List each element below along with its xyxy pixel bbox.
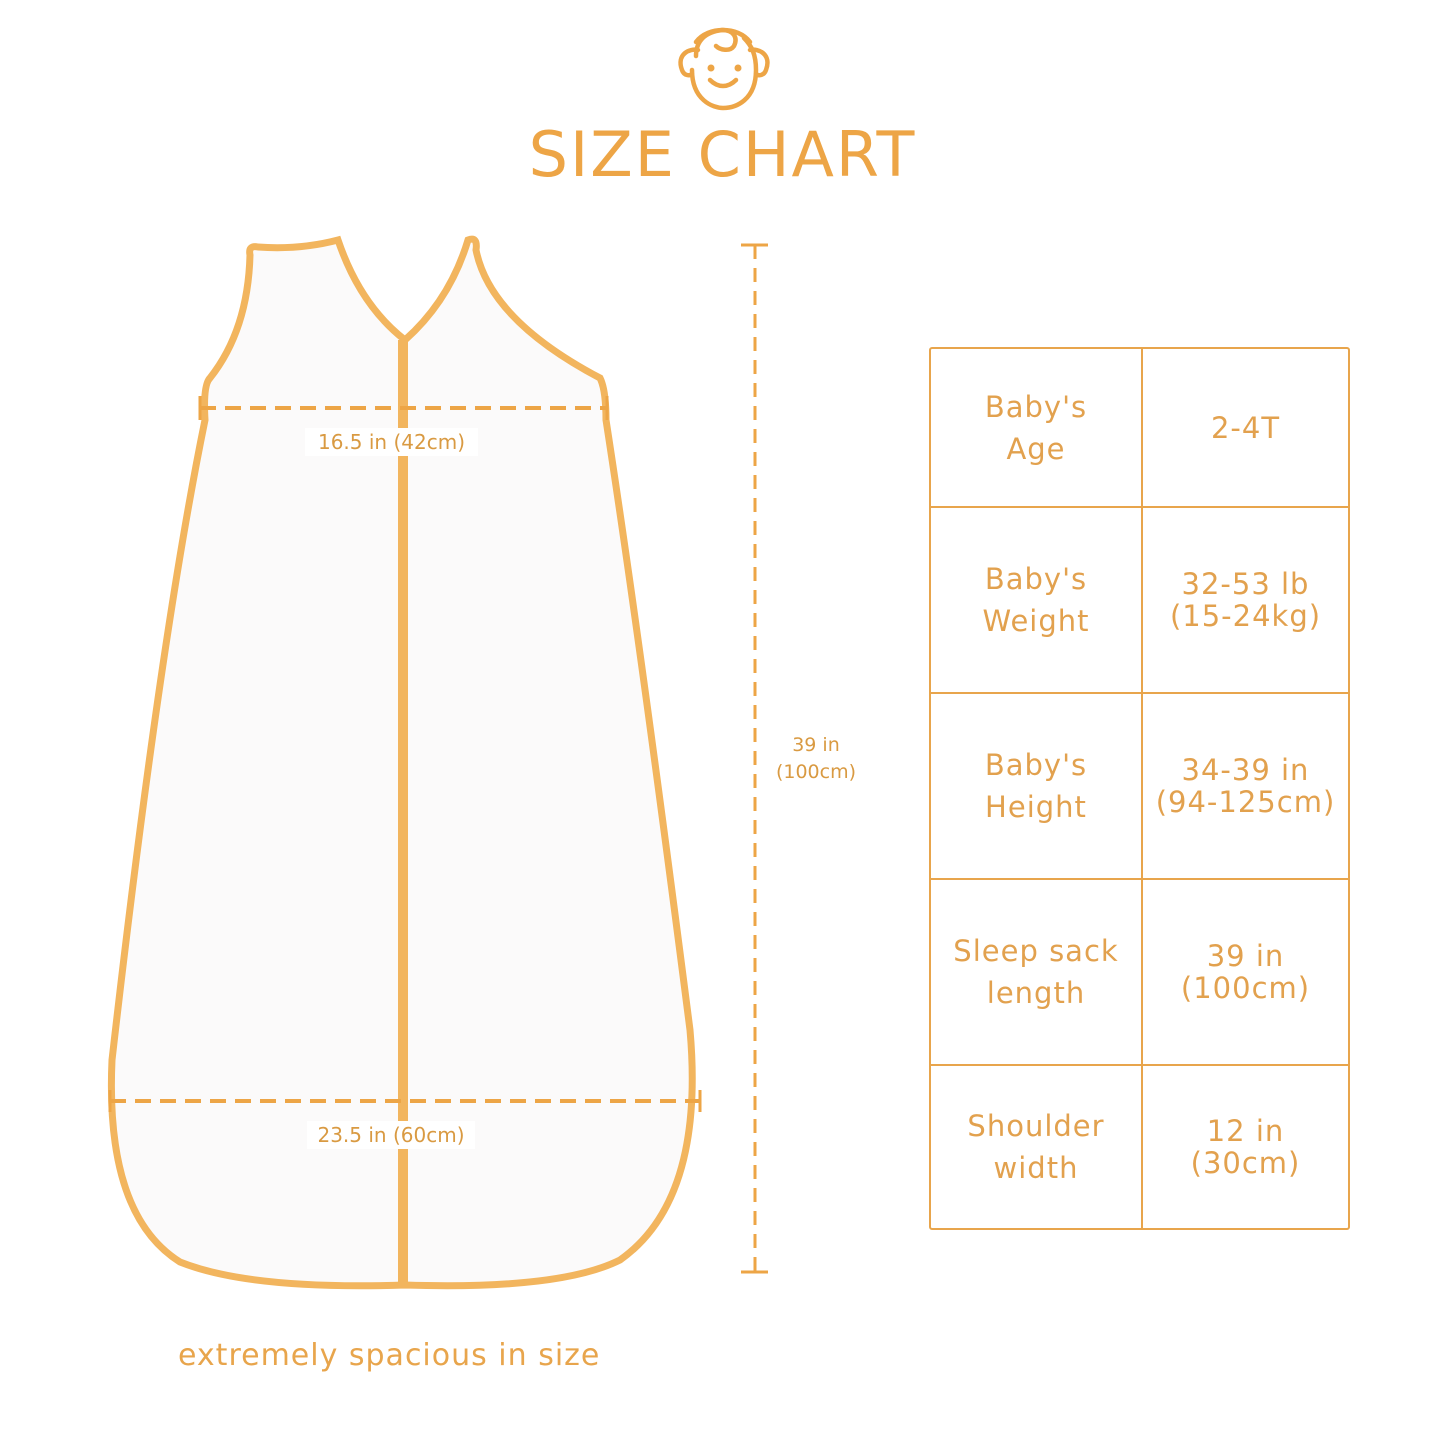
- length-label: 39 in (100cm): [760, 732, 872, 786]
- row-value: 12 in (30cm): [1190, 1114, 1301, 1180]
- table-row: Sleep sack length 39 in (100cm): [931, 880, 1348, 1066]
- bottom-width-label: 23.5 in (60cm): [307, 1121, 475, 1149]
- table-row: Baby's Weight 32-53 lb (15-24kg): [931, 508, 1348, 694]
- length-label-in: 39 in: [792, 734, 840, 756]
- chest-width-label: 16.5 in (42cm): [305, 428, 478, 456]
- sleep-sack-illustration: [107, 235, 768, 1290]
- table-row: Shoulder width 12 in (30cm): [931, 1066, 1348, 1228]
- size-table: Baby's Age 2-4T Baby's Weight 32-53 lb (15-…: [929, 347, 1350, 1230]
- row-value: 39 in (100cm): [1180, 939, 1311, 1005]
- page-title: SIZE CHART: [528, 118, 917, 191]
- baby-face-icon: [678, 27, 770, 111]
- row-label: Sleep sack length: [931, 880, 1143, 1064]
- table-row: Baby's Age 2-4T: [931, 349, 1348, 508]
- row-label: Baby's Weight: [931, 508, 1143, 692]
- row-value: 32-53 lb (15-24kg): [1169, 567, 1322, 633]
- row-label: Baby's Age: [931, 349, 1143, 506]
- spacious-caption: extremely spacious in size: [178, 1338, 601, 1373]
- length-label-cm: (100cm): [775, 761, 857, 783]
- row-label: Shoulder width: [931, 1066, 1143, 1228]
- table-row: Baby's Height 34-39 in (94-125cm): [931, 694, 1348, 880]
- row-value: 2-4T: [1210, 410, 1281, 445]
- row-label: Baby's Height: [931, 694, 1143, 878]
- row-value: 34-39 in (94-125cm): [1155, 753, 1336, 819]
